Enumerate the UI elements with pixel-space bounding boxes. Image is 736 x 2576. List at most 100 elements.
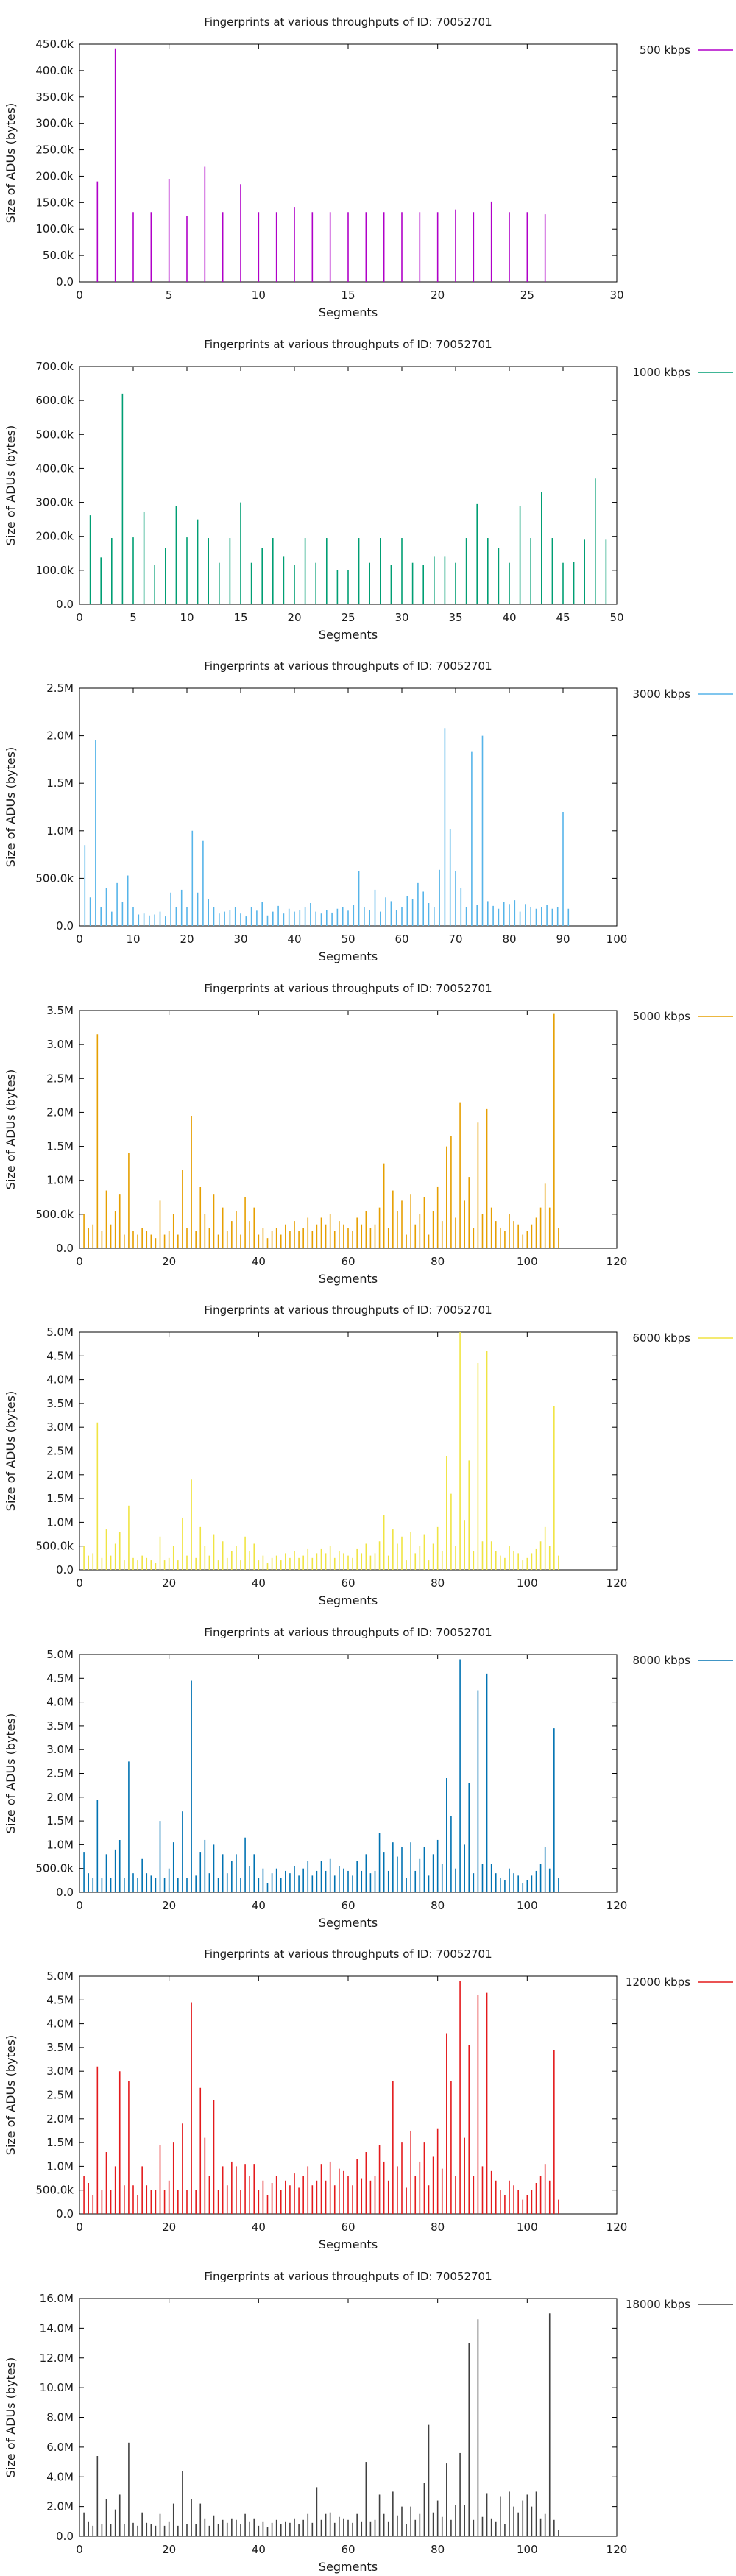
y-tick-label: 2.0M — [46, 2112, 74, 2126]
x-tick-label: 120 — [606, 2543, 628, 2556]
y-tick-label: 12.0M — [40, 2351, 74, 2364]
x-axis-label: Segments — [319, 1272, 378, 1286]
y-tick-label: 4.5M — [46, 1993, 74, 2006]
x-tick-label: 100 — [517, 1255, 538, 1268]
x-tick-label: 35 — [448, 611, 462, 624]
y-tick-label: 2.5M — [46, 1445, 74, 1458]
y-tick-label: 2.0M — [46, 1468, 74, 1482]
x-tick-label: 40 — [252, 1255, 266, 1268]
x-tick-label: 60 — [341, 2543, 355, 2556]
x-tick-label: 0 — [76, 1899, 83, 1912]
y-tick-label: 2.5M — [46, 1072, 74, 1085]
y-tick-label: 50.0k — [43, 249, 74, 262]
x-tick-label: 20 — [162, 1899, 176, 1912]
x-tick-label: 0 — [76, 611, 83, 624]
y-tick-label: 500.0k — [35, 1861, 74, 1875]
y-tick-label: 300.0k — [35, 495, 74, 509]
y-tick-label: 3.5M — [46, 1004, 74, 1017]
x-tick-label: 0 — [76, 2543, 83, 2556]
y-tick-label: 450.0k — [35, 38, 74, 51]
y-tick-label: 4.5M — [46, 1349, 74, 1362]
y-tick-label: 0.0 — [56, 1886, 74, 1899]
x-tick-label: 20 — [162, 1255, 176, 1268]
x-tick-label: 120 — [606, 1255, 628, 1268]
x-tick-label: 45 — [556, 611, 570, 624]
y-tick-label: 400.0k — [35, 64, 74, 77]
y-axis-label: Size of ADUs (bytes) — [4, 747, 18, 867]
y-tick-label: 500.0k — [35, 2184, 74, 2197]
x-tick-label: 5 — [130, 611, 137, 624]
x-tick-label: 80 — [502, 933, 516, 946]
y-tick-label: 0.0 — [56, 2207, 74, 2221]
x-tick-label: 30 — [609, 289, 623, 302]
legend-label: 12000 kbps — [626, 1975, 690, 1989]
y-tick-label: 350.0k — [35, 91, 74, 104]
y-tick-label: 500.0k — [35, 871, 74, 885]
y-tick-label: 400.0k — [35, 461, 74, 475]
x-tick-label: 20 — [287, 611, 301, 624]
chart-title: Fingerprints at various throughputs of I… — [204, 2270, 492, 2283]
chart-title: Fingerprints at various throughputs of I… — [204, 338, 492, 351]
chart-4: Fingerprints at various throughputs of I… — [4, 982, 733, 1286]
x-tick-label: 10 — [180, 611, 194, 624]
chart-title: Fingerprints at various throughputs of I… — [204, 15, 492, 29]
legend-label: 8000 kbps — [633, 1654, 691, 1667]
y-tick-label: 4.0M — [46, 1695, 74, 1708]
y-tick-label: 10.0M — [40, 2381, 74, 2394]
y-tick-label: 5.0M — [46, 1326, 74, 1339]
y-axis-label: Size of ADUs (bytes) — [4, 103, 18, 223]
y-tick-label: 500.0k — [35, 1540, 74, 1553]
y-tick-label: 6.0M — [46, 2440, 74, 2453]
chart-title: Fingerprints at various throughputs of I… — [204, 1947, 492, 1961]
y-tick-label: 3.0M — [46, 1743, 74, 1756]
chart-5: Fingerprints at various throughputs of I… — [4, 1303, 733, 1607]
chart-7: Fingerprints at various throughputs of I… — [4, 1947, 733, 2251]
x-tick-label: 30 — [394, 611, 408, 624]
y-tick-label: 2.5M — [46, 1766, 74, 1780]
y-tick-label: 0.0 — [56, 2530, 74, 2543]
legend-label: 6000 kbps — [633, 1331, 691, 1345]
y-tick-label: 2.5M — [46, 2089, 74, 2102]
y-tick-label: 2.0M — [46, 2499, 74, 2513]
y-tick-label: 3.0M — [46, 1038, 74, 1051]
y-tick-label: 1.0M — [46, 1838, 74, 1851]
y-tick-label: 5.0M — [46, 1970, 74, 1983]
y-axis-label: Size of ADUs (bytes) — [4, 1069, 18, 1189]
x-tick-label: 20 — [162, 2221, 176, 2234]
chart-title: Fingerprints at various throughputs of I… — [204, 1626, 492, 1639]
y-tick-label: 0.0 — [56, 919, 74, 933]
plot-frame — [79, 366, 618, 604]
x-tick-label: 40 — [502, 611, 516, 624]
y-tick-label: 3.5M — [46, 1397, 74, 1410]
x-tick-label: 20 — [431, 289, 445, 302]
y-tick-label: 100.0k — [35, 222, 74, 236]
y-tick-label: 4.0M — [46, 2017, 74, 2031]
x-tick-label: 100 — [517, 2221, 538, 2234]
x-tick-label: 30 — [233, 933, 247, 946]
y-tick-label: 2.0M — [46, 1790, 74, 1803]
x-tick-label: 0 — [76, 2221, 83, 2234]
chart-1: Fingerprints at various throughputs of I… — [4, 15, 733, 319]
x-tick-label: 50 — [609, 611, 623, 624]
plot-frame — [79, 687, 618, 927]
y-tick-label: 250.0k — [35, 144, 74, 157]
x-tick-label: 80 — [431, 1899, 445, 1912]
chart-2: Fingerprints at various throughputs of I… — [4, 338, 733, 642]
x-tick-label: 120 — [606, 1899, 628, 1912]
x-tick-label: 60 — [394, 933, 408, 946]
x-tick-label: 70 — [448, 933, 462, 946]
x-tick-label: 15 — [233, 611, 247, 624]
x-axis-label: Segments — [319, 949, 378, 963]
x-tick-label: 60 — [341, 1577, 355, 1590]
y-tick-label: 100.0k — [35, 563, 74, 576]
x-tick-label: 0 — [76, 289, 83, 302]
y-axis-label: Size of ADUs (bytes) — [4, 1391, 18, 1511]
y-tick-label: 3.0M — [46, 2064, 74, 2078]
x-axis-label: Segments — [319, 2560, 378, 2574]
x-tick-label: 120 — [606, 1577, 628, 1590]
y-tick-label: 1.0M — [46, 824, 74, 838]
x-tick-label: 40 — [252, 1577, 266, 1590]
y-tick-label: 2.5M — [46, 682, 74, 695]
y-tick-label: 16.0M — [40, 2292, 74, 2305]
y-tick-label: 1.0M — [46, 1173, 74, 1186]
